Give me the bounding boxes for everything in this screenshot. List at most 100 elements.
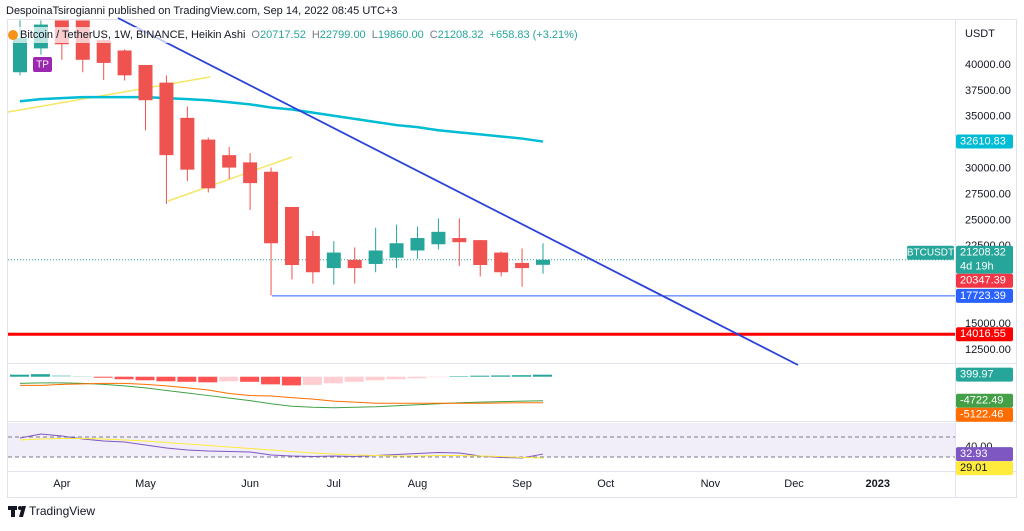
trend-line xyxy=(167,156,293,202)
x-tick-label: May xyxy=(135,478,156,490)
histogram-bar xyxy=(219,376,239,382)
axis-price-label: 14016.55 xyxy=(960,328,1006,340)
candle-body xyxy=(494,252,509,273)
candle-body xyxy=(180,117,195,170)
tp-badge[interactable] xyxy=(33,57,52,72)
legend-key: H xyxy=(312,29,320,41)
axis-price-label: -5122.46 xyxy=(960,409,1003,421)
candle-body xyxy=(159,82,174,156)
x-tick-label: Dec xyxy=(784,478,804,490)
x-tick-label: Nov xyxy=(701,478,721,490)
axis-price-label: 32.93 xyxy=(960,448,988,460)
axis-price-label: 20347.39 xyxy=(960,275,1006,287)
legend-key: L xyxy=(372,29,378,41)
x-tick-label: Jul xyxy=(327,478,341,490)
legend-value: 20717.52 xyxy=(260,29,306,41)
histogram-bar xyxy=(365,376,385,381)
candle-body xyxy=(264,171,279,244)
histogram-bar xyxy=(198,376,218,383)
histogram-bar xyxy=(323,376,343,384)
y-tick-label: 37500.00 xyxy=(965,85,1011,97)
axis-price-label-bg xyxy=(956,327,1013,342)
tradingview-logo xyxy=(8,506,26,517)
axis-price-label: 399.97 xyxy=(960,369,994,381)
y-tick-label: 15000.00 xyxy=(965,318,1011,330)
y-tick-label: 40000.00 xyxy=(965,59,1011,71)
candle-body xyxy=(347,259,362,269)
axis-unit: USDT xyxy=(965,28,995,40)
candle-body xyxy=(389,243,404,258)
axis-labels: 40000.00 37500.00 35000.00 30000.00 27500.00… xyxy=(53,59,1013,490)
histogram-bar xyxy=(156,376,176,382)
moving-average xyxy=(19,95,544,143)
legend-key: O xyxy=(251,29,260,41)
legend-value: 21208.32 xyxy=(438,29,484,41)
x-tick-label: Sep xyxy=(512,478,532,490)
symbol-title: Bitcoin / TetherUS, 1W, BINANCE, Heikin … xyxy=(20,29,245,41)
axis-price-label: 17723.39 xyxy=(960,290,1006,302)
indicator-line xyxy=(19,433,544,459)
axis-price-label: 32610.83 xyxy=(960,135,1006,147)
x-tick-label: Oct xyxy=(597,478,614,490)
axis-price-label-bg xyxy=(956,367,1013,382)
candle-body xyxy=(243,162,258,184)
y-tick-label: 35000.00 xyxy=(965,111,1011,123)
y-tick-label: 27500.00 xyxy=(965,188,1011,200)
tp-badge-label[interactable]: TP xyxy=(36,60,49,71)
candle-body xyxy=(431,231,446,245)
axis-price-label-bg xyxy=(956,393,1013,408)
histogram-bar xyxy=(114,376,134,380)
histogram-bar xyxy=(533,374,552,377)
candle-body xyxy=(452,238,467,243)
axis-price-label-bg xyxy=(956,461,1013,476)
histogram-bar xyxy=(261,376,281,385)
candle-body xyxy=(368,250,383,264)
axis-price-label-bg xyxy=(956,288,1013,303)
axis-price-label: 29.01 xyxy=(960,462,988,474)
candle-body xyxy=(117,50,132,76)
candle-body xyxy=(222,155,237,168)
histogram-bar xyxy=(449,376,469,377)
axis-price-label-bg xyxy=(956,447,1013,462)
candle-body xyxy=(284,206,299,265)
axis-price-label: 4d 19h xyxy=(960,261,994,273)
axis-price-label-bg xyxy=(956,134,1013,149)
indicator-line xyxy=(20,382,544,404)
coin-icon xyxy=(8,30,18,40)
legend: Bitcoin / TetherUS, 1W, BINANCE, Heikin … xyxy=(20,29,578,41)
histogram-bar xyxy=(491,375,511,377)
histogram-bar xyxy=(470,375,490,377)
candle-body xyxy=(96,40,111,63)
rsi-pane xyxy=(8,423,955,459)
histogram-bar xyxy=(240,376,260,382)
axis-price-label: -4722.49 xyxy=(960,395,1003,407)
histogram-bar xyxy=(344,376,364,382)
candle-body xyxy=(201,139,216,189)
histogram-bar xyxy=(407,376,427,379)
candle-body xyxy=(13,38,27,73)
histogram-bar xyxy=(72,376,92,377)
histogram-bar xyxy=(135,376,155,381)
histogram-bar xyxy=(302,376,322,385)
trend-line xyxy=(8,76,211,113)
legend-value: 22799.00 xyxy=(320,29,366,41)
candle-body xyxy=(305,235,320,273)
rsi-band xyxy=(8,423,955,457)
y-tick-label: 25000.00 xyxy=(965,214,1011,226)
axis-price-label: 21208.32 xyxy=(960,247,1006,259)
legend-bg xyxy=(10,27,520,43)
histogram-bar xyxy=(281,376,301,386)
publish-header: DespoinaTsirogianni published on Trading… xyxy=(6,5,397,17)
histogram-bar xyxy=(93,376,113,378)
histogram-bar xyxy=(177,376,197,382)
legend-change: +658.83 (+3.21%) xyxy=(490,29,578,41)
candle-body xyxy=(515,262,530,269)
x-tick-label: Aug xyxy=(408,478,428,490)
y-tick-label: 30000.00 xyxy=(965,163,1011,175)
histogram-bar xyxy=(30,374,50,377)
symbol-label: BTCUSDT xyxy=(907,247,954,258)
y-tick-label: 12500.00 xyxy=(965,344,1011,356)
legend-key: C xyxy=(430,29,438,41)
